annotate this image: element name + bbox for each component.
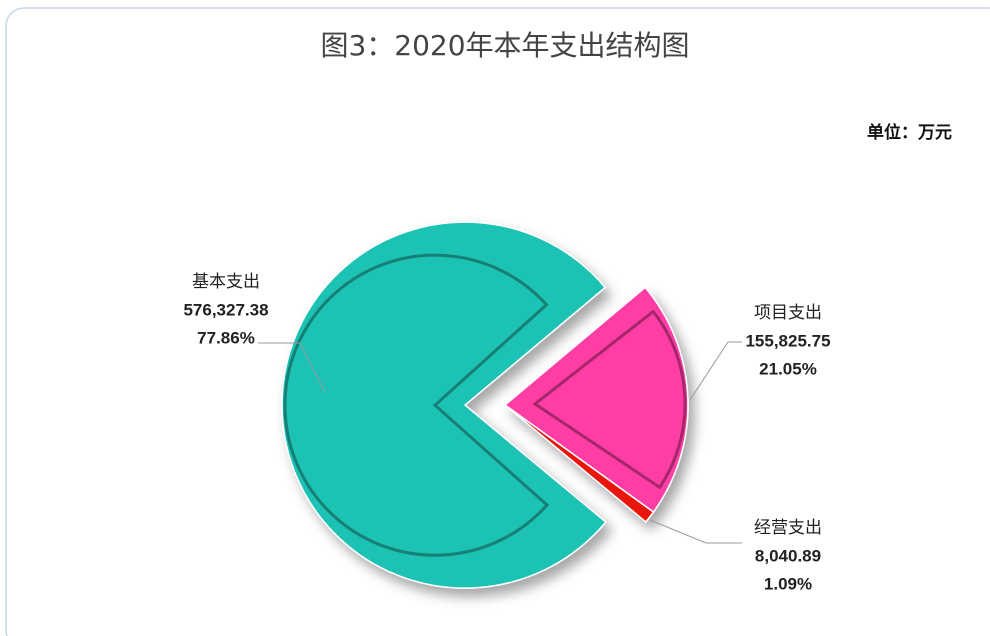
pie (281, 221, 689, 589)
slice-bevel (532, 309, 687, 490)
leader-line (689, 341, 742, 401)
value-label: 155,825.75 (745, 331, 830, 350)
percent-label: 1.09% (764, 574, 812, 593)
percent-label: 21.05% (759, 359, 817, 378)
slice-bevel (283, 253, 550, 557)
pie-slice (503, 286, 689, 514)
pie-slice (504, 404, 655, 523)
value-label: 576,327.38 (183, 300, 268, 319)
category-label: 项目支出 (754, 303, 822, 323)
chart-title: 图3：2020年本年支出结构图 (320, 29, 689, 62)
percent-label: 77.86% (197, 328, 255, 347)
leader-line (258, 342, 326, 393)
category-label: 经营支出 (754, 518, 822, 538)
category-label: 基本支出 (192, 272, 260, 292)
unit-label: 单位：万元 (867, 122, 952, 143)
leader-line (649, 519, 742, 544)
pie-slice (281, 221, 607, 589)
labels: 基本支出 576,327.38 77.86% 项目支出 155,825.75 21.05%… (183, 272, 830, 593)
value-label: 8,040.89 (755, 546, 821, 565)
